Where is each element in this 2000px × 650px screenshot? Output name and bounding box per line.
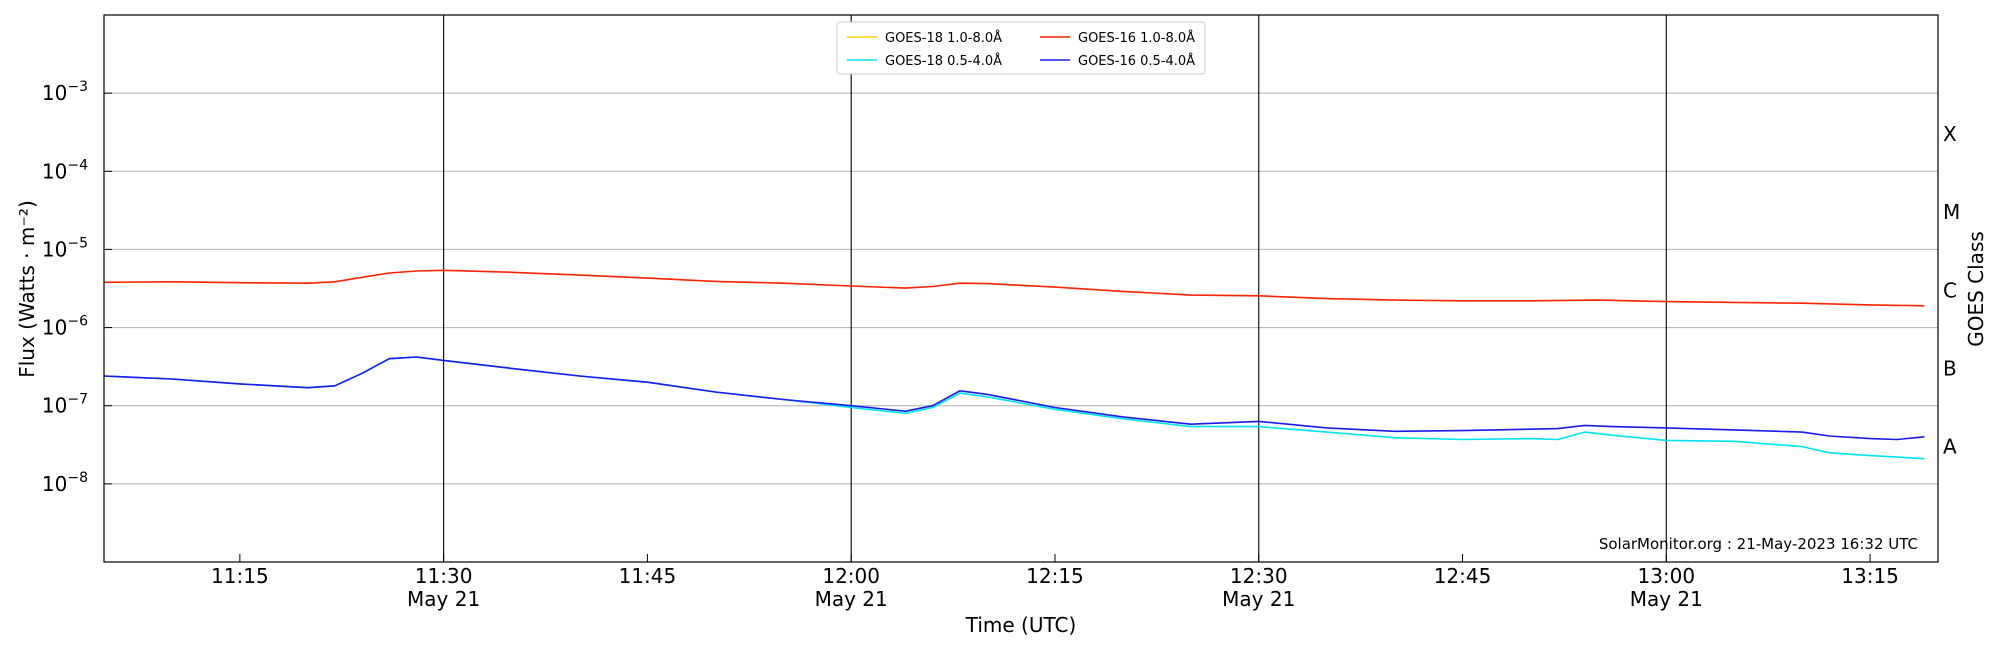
series-line [103, 356, 1925, 460]
y-tick-label: 10−5 [42, 235, 88, 261]
x-tick-date-label: May 21 [407, 587, 480, 611]
x-tick-label: 13:00 [1637, 564, 1695, 588]
right-axis-title: GOES Class [1964, 231, 1988, 347]
y-tick-label: 10−3 [42, 79, 88, 105]
legend: GOES-18 1.0-8.0Å GOES-18 0.5-4.0Å GOES-16 … [836, 21, 1206, 75]
x-tick-label: 11:45 [619, 564, 677, 588]
series-line [103, 269, 1925, 307]
x-tick-date-label: May 21 [1222, 587, 1295, 611]
x-tick-date-label: May 21 [815, 587, 888, 611]
series-line [103, 356, 1925, 441]
x-tick-label: 12:00 [822, 564, 880, 588]
y-tick-label: 10−6 [42, 314, 88, 340]
x-tick-label: 11:30 [415, 564, 473, 588]
y-tick-label: 10−8 [42, 470, 88, 496]
credit-text: SolarMonitor.org : 21-May-2023 16:32 UTC [1599, 535, 1918, 553]
goes-class-label: B [1943, 356, 1957, 380]
x-tick-date-label: May 21 [1630, 587, 1703, 611]
x-tick-label: 11:15 [211, 564, 269, 588]
y-axis-ticks: 10−3 10−4 10−5 10−6 10−7 10−8 [42, 79, 112, 496]
legend-label: GOES-16 1.0-8.0Å [1078, 30, 1195, 46]
legend-label: GOES-16 0.5-4.0Å [1078, 53, 1195, 69]
goes-class-label: C [1943, 278, 1957, 302]
goes-class-label: A [1943, 435, 1957, 459]
x-axis-title: Time (UTC) [965, 613, 1077, 637]
x-tick-label: 12:30 [1230, 564, 1288, 588]
goes-class-label: X [1943, 122, 1957, 146]
plot-frame [103, 14, 1939, 563]
y-tick-label: 10−4 [42, 157, 88, 183]
legend-box [836, 21, 1206, 75]
day-marker-lines [443, 15, 1667, 562]
x-tick-label: 12:45 [1434, 564, 1492, 588]
grid-lines [104, 92, 1938, 485]
x-tick-label: 13:15 [1841, 564, 1899, 588]
goes-class-label: M [1943, 200, 1960, 224]
legend-label: GOES-18 0.5-4.0Å [885, 53, 1002, 69]
x-tick-label: 12:15 [1026, 564, 1084, 588]
y-axis-title: Flux (Watts · m⁻²) [15, 200, 39, 378]
series-lines [103, 269, 1925, 460]
y-tick-label: 10−7 [42, 392, 88, 418]
goes-class-labels: X M C B A [1943, 122, 1960, 459]
legend-label: GOES-18 1.0-8.0Å [885, 30, 1002, 46]
